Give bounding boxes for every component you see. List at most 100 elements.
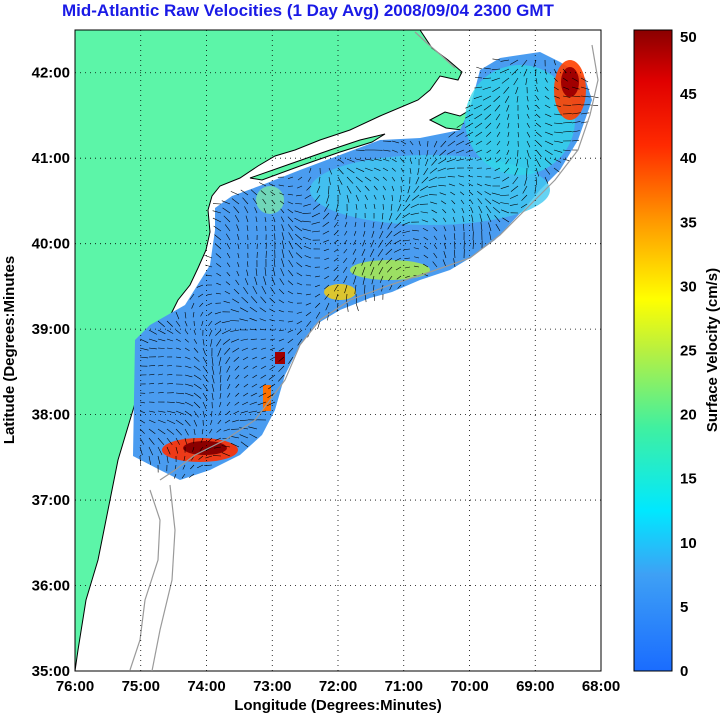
velocity-vector <box>272 208 276 214</box>
velocity-vector <box>465 113 474 119</box>
velocity-vector <box>212 217 222 223</box>
velocity-vector <box>373 176 380 181</box>
velocity-vector <box>184 410 193 417</box>
velocity-vector <box>544 68 547 75</box>
velocity-vector <box>240 338 249 341</box>
velocity-vector <box>239 427 249 430</box>
velocity-vector <box>250 392 258 397</box>
velocity-vector <box>468 183 474 187</box>
velocity-vector <box>458 175 465 178</box>
velocity-vector <box>287 329 294 333</box>
velocity-vector <box>296 320 303 325</box>
velocity-vector <box>311 230 321 233</box>
velocity-vector <box>328 176 331 185</box>
velocity-vector <box>446 149 456 155</box>
velocity-vector <box>232 419 240 423</box>
velocity-vector <box>148 437 155 445</box>
velocity-vector <box>504 95 510 103</box>
velocity-vector <box>269 356 276 361</box>
velocity-vector <box>447 176 456 178</box>
velocity-vector <box>432 218 438 223</box>
velocity-vector <box>553 122 563 125</box>
velocity-vector <box>190 464 195 470</box>
velocity-vector <box>390 203 393 211</box>
velocity-vector <box>482 95 492 101</box>
velocity-vector <box>210 338 213 347</box>
velocity-vector <box>239 434 249 439</box>
velocity-vector <box>260 296 267 304</box>
velocity-vector <box>509 194 519 199</box>
velocity-vector <box>513 77 519 86</box>
velocity-vector <box>355 185 361 193</box>
velocity-vector <box>295 242 303 250</box>
velocity-vector <box>442 259 447 268</box>
velocity-vector <box>184 365 192 369</box>
velocity-vector <box>193 401 201 409</box>
velocity-vector <box>302 220 312 223</box>
velocity-vector <box>385 239 393 247</box>
velocity-vector <box>157 364 164 367</box>
velocity-vector <box>382 176 388 181</box>
x-tick-label: 76:00 <box>56 678 94 695</box>
velocity-vector <box>346 158 355 163</box>
velocity-vector <box>219 383 222 391</box>
velocity-vector <box>571 77 579 82</box>
velocity-vector <box>315 311 321 319</box>
velocity-vector <box>322 230 330 235</box>
velocity-vector <box>211 410 213 417</box>
velocity-vector <box>521 194 528 201</box>
velocity-vector <box>420 185 429 191</box>
velocity-vector <box>345 293 348 303</box>
velocity-vector <box>263 207 267 214</box>
velocity-vector <box>184 329 189 335</box>
velocity-vector <box>474 113 483 120</box>
velocity-vector <box>288 270 294 277</box>
velocity-vector <box>218 356 222 366</box>
velocity-vector <box>373 158 382 161</box>
velocity-vector <box>184 347 190 351</box>
velocity-vector <box>496 131 501 137</box>
velocity-vector <box>431 158 438 166</box>
velocity-vector <box>279 278 285 286</box>
velocity-vector <box>465 140 474 145</box>
velocity-vector <box>571 139 580 142</box>
velocity-vector <box>562 77 568 82</box>
velocity-vector <box>533 59 537 68</box>
x-axis-label: Longitude (Degrees:Minutes) <box>234 697 442 714</box>
velocity-vector <box>314 284 321 288</box>
velocity-vector <box>219 401 222 408</box>
velocity-vector <box>491 77 501 82</box>
velocity-vector <box>198 455 204 460</box>
velocity-vector <box>343 275 348 284</box>
velocity-vector <box>580 95 590 98</box>
velocity-vector <box>324 203 330 212</box>
velocity-vector <box>333 275 339 282</box>
velocity-vector <box>230 442 240 448</box>
velocity-vector <box>324 266 330 270</box>
velocity-vector <box>455 140 465 146</box>
velocity-vector <box>323 248 330 252</box>
velocity-vector <box>312 203 321 210</box>
velocity-vector <box>456 122 465 128</box>
land-mass <box>75 30 463 671</box>
velocity-vector <box>423 167 429 176</box>
velocity-vector <box>272 267 276 277</box>
velocity-vector <box>166 446 171 455</box>
velocity-vector <box>303 203 312 207</box>
velocity-vector <box>363 221 366 228</box>
velocity-vector <box>166 373 173 376</box>
velocity-vector <box>226 243 231 250</box>
velocity-vector <box>243 287 249 295</box>
velocity-vector <box>580 112 590 115</box>
velocity-vector <box>571 95 581 98</box>
velocity-vector <box>249 433 258 439</box>
velocity-vector <box>522 185 528 194</box>
velocity-vector <box>512 176 519 185</box>
velocity-vector <box>422 227 429 232</box>
velocity-vector <box>364 293 367 303</box>
velocity-vector <box>294 225 303 232</box>
velocity-vector <box>234 401 240 406</box>
velocity-vector <box>315 275 321 278</box>
velocity-vector <box>448 183 456 187</box>
velocity-vector <box>371 230 375 238</box>
